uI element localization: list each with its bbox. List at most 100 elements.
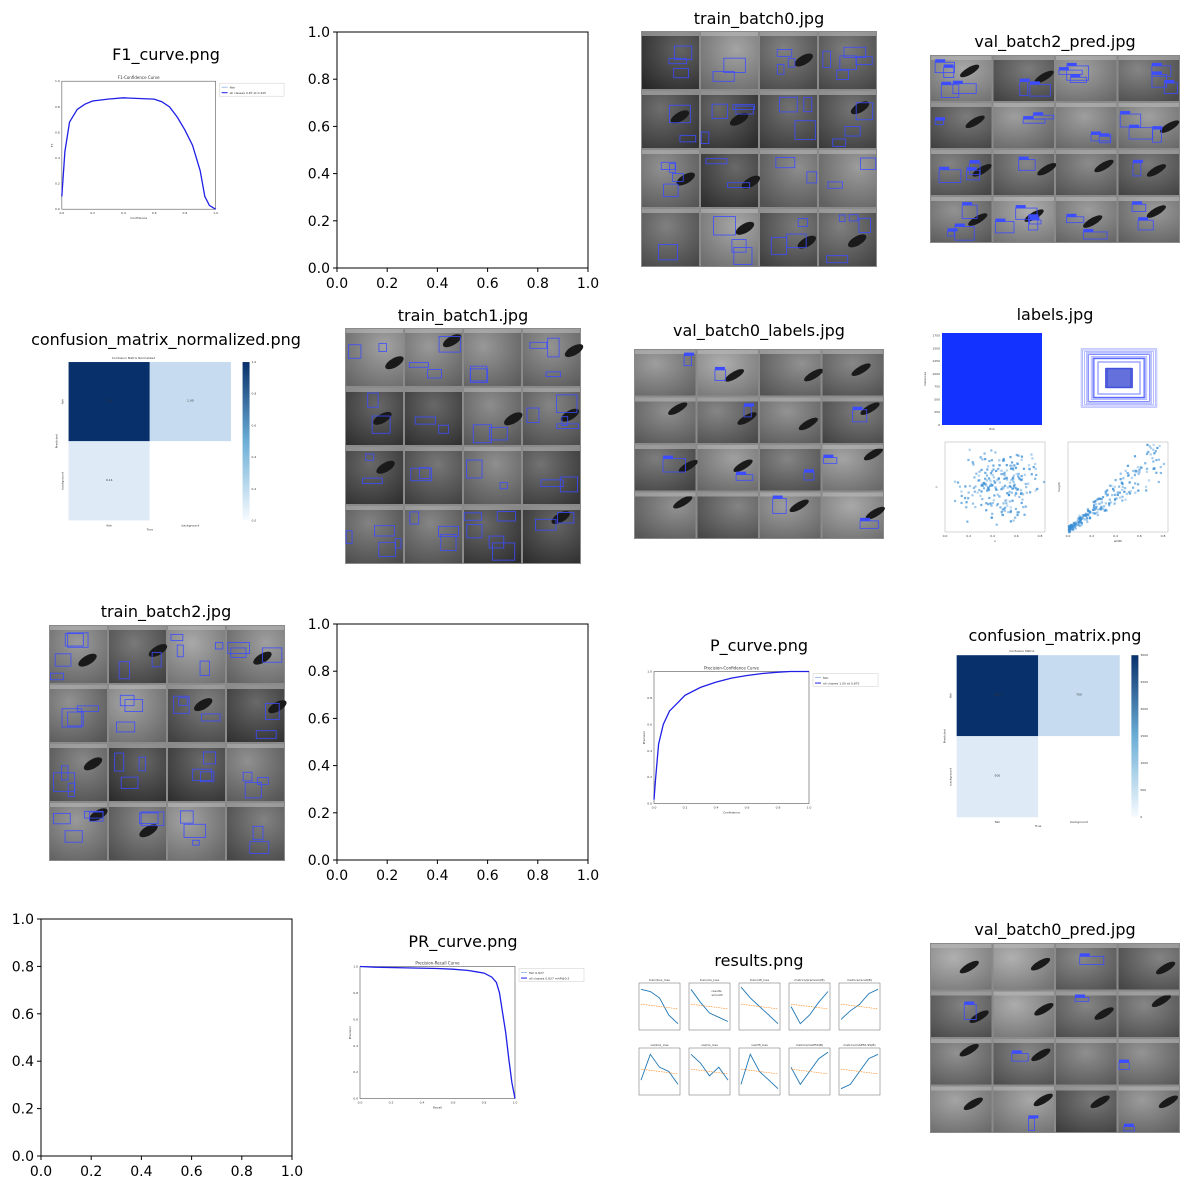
scatter-point [1116, 491, 1119, 494]
y-tick-label: 0.8 [308, 664, 330, 680]
scatter-point [1075, 522, 1078, 525]
detection-box [848, 214, 859, 222]
scatter-point [1136, 483, 1140, 486]
scatter-point [1106, 489, 1109, 492]
camera-silhouette [959, 1043, 979, 1057]
scatter-point [1078, 524, 1081, 528]
scatter-point [993, 494, 996, 497]
scatter-point [1005, 502, 1008, 505]
scatter-point [1020, 474, 1023, 478]
cm-x-label: fish [106, 523, 111, 527]
detection-box [540, 479, 564, 487]
mosaic-tile [635, 350, 696, 396]
detection-box [669, 104, 691, 124]
colorbar-tick: 1.0 [252, 360, 257, 364]
scatter-point [963, 496, 967, 500]
scatter-point [1003, 474, 1007, 477]
scatter-point [1010, 478, 1013, 482]
scatter-point [1010, 478, 1014, 481]
results-smooth [740, 1068, 779, 1075]
camera-silhouette [737, 412, 757, 425]
tile-filename-strip [822, 445, 883, 449]
scatter-point [1079, 521, 1082, 524]
scatter-point [1128, 492, 1132, 495]
detection-box [64, 633, 84, 647]
scatter-point [1023, 513, 1026, 516]
scatter-point [1128, 481, 1131, 484]
colorbar-tick: 0.2 [252, 487, 257, 491]
scatter-point [1118, 491, 1121, 494]
colorbar-tick: 1000 [1140, 761, 1148, 765]
scatter-point [1009, 467, 1013, 470]
scatter-point [968, 448, 971, 451]
scatter-point [1137, 472, 1140, 476]
scatter-point [1145, 470, 1148, 473]
scatter-point [1118, 485, 1121, 488]
tile-filename-strip [523, 506, 580, 510]
scatter-point [1009, 506, 1012, 509]
y-tick-label: 0.2 [308, 806, 330, 822]
tile-filename-strip [109, 626, 166, 630]
mosaic-tile [697, 445, 758, 491]
scatter-point [1116, 493, 1119, 496]
detection-label [1079, 953, 1090, 957]
mosaic-tile [993, 944, 1054, 990]
scatter-point [1095, 502, 1098, 506]
scatter-point [1005, 499, 1008, 502]
detection-box [797, 218, 808, 227]
scatter-point [1015, 486, 1018, 490]
scatter-point [989, 484, 992, 488]
detection-box [414, 416, 437, 425]
results-panel-title: val/cls_loss [701, 1043, 718, 1047]
detection-box [230, 647, 247, 658]
x-tick-label: 0.2 [376, 276, 398, 292]
plot-image-bg [340, 955, 590, 1120]
camera-silhouette [1156, 961, 1176, 975]
scatter-point [1127, 490, 1131, 494]
detection-box [836, 69, 849, 80]
y-tick-label: 0.8 [308, 72, 330, 88]
camera-silhouette [797, 235, 816, 249]
x-tick-label: 1.0 [577, 868, 599, 884]
scatter-point [1113, 499, 1117, 502]
tile-filename-strip [1056, 150, 1117, 154]
colorbar-tick: 1500 [1140, 734, 1148, 738]
x-tick-label: 0.0 [326, 868, 348, 884]
mosaic-tile [523, 447, 580, 504]
scatter-point [1080, 524, 1083, 527]
detection-box [200, 771, 215, 783]
mosaic-tile [642, 32, 699, 89]
scatter-point [997, 477, 1000, 480]
scatter-point [1008, 490, 1011, 493]
scatter-point [988, 496, 991, 500]
tile-filename-strip [464, 506, 521, 510]
scatter-point [996, 502, 999, 506]
tile-filename-strip [1118, 197, 1179, 201]
scatter-point [1136, 470, 1139, 473]
mosaic-tile [109, 803, 166, 860]
tile-filename-strip [931, 1086, 992, 1091]
tile-filename-strip [993, 991, 1054, 996]
camera-silhouette [1094, 159, 1114, 173]
legend-label: fish [230, 86, 235, 90]
scatter-point [1086, 513, 1089, 517]
inner-x-tick: 1.0 [513, 1101, 518, 1105]
scatter-point [1104, 490, 1107, 493]
detection-box [466, 524, 483, 539]
camera-silhouette [442, 334, 462, 348]
scatter-point [1152, 467, 1155, 470]
subplot-title: labels.jpg [1017, 305, 1094, 324]
results-panel-title: train/dfl_loss [750, 978, 770, 982]
scatter-point [1007, 511, 1010, 514]
detection-label [1033, 112, 1044, 116]
scatter-point [1105, 509, 1108, 512]
scatter-point [1016, 511, 1019, 514]
results-panel-frame [688, 1047, 731, 1096]
scatter-point [985, 474, 989, 477]
empty-axes: 0.0 0.2 0.4 0.6 0.8 1.0 0.0 0.2 0.4 0.6 0.8 1.0 [308, 25, 599, 292]
detection-box [347, 344, 362, 359]
mosaic-tile [168, 744, 225, 801]
scatter-point [1009, 485, 1012, 489]
tile-filename-strip [1118, 150, 1179, 154]
scatter-point [995, 504, 999, 507]
